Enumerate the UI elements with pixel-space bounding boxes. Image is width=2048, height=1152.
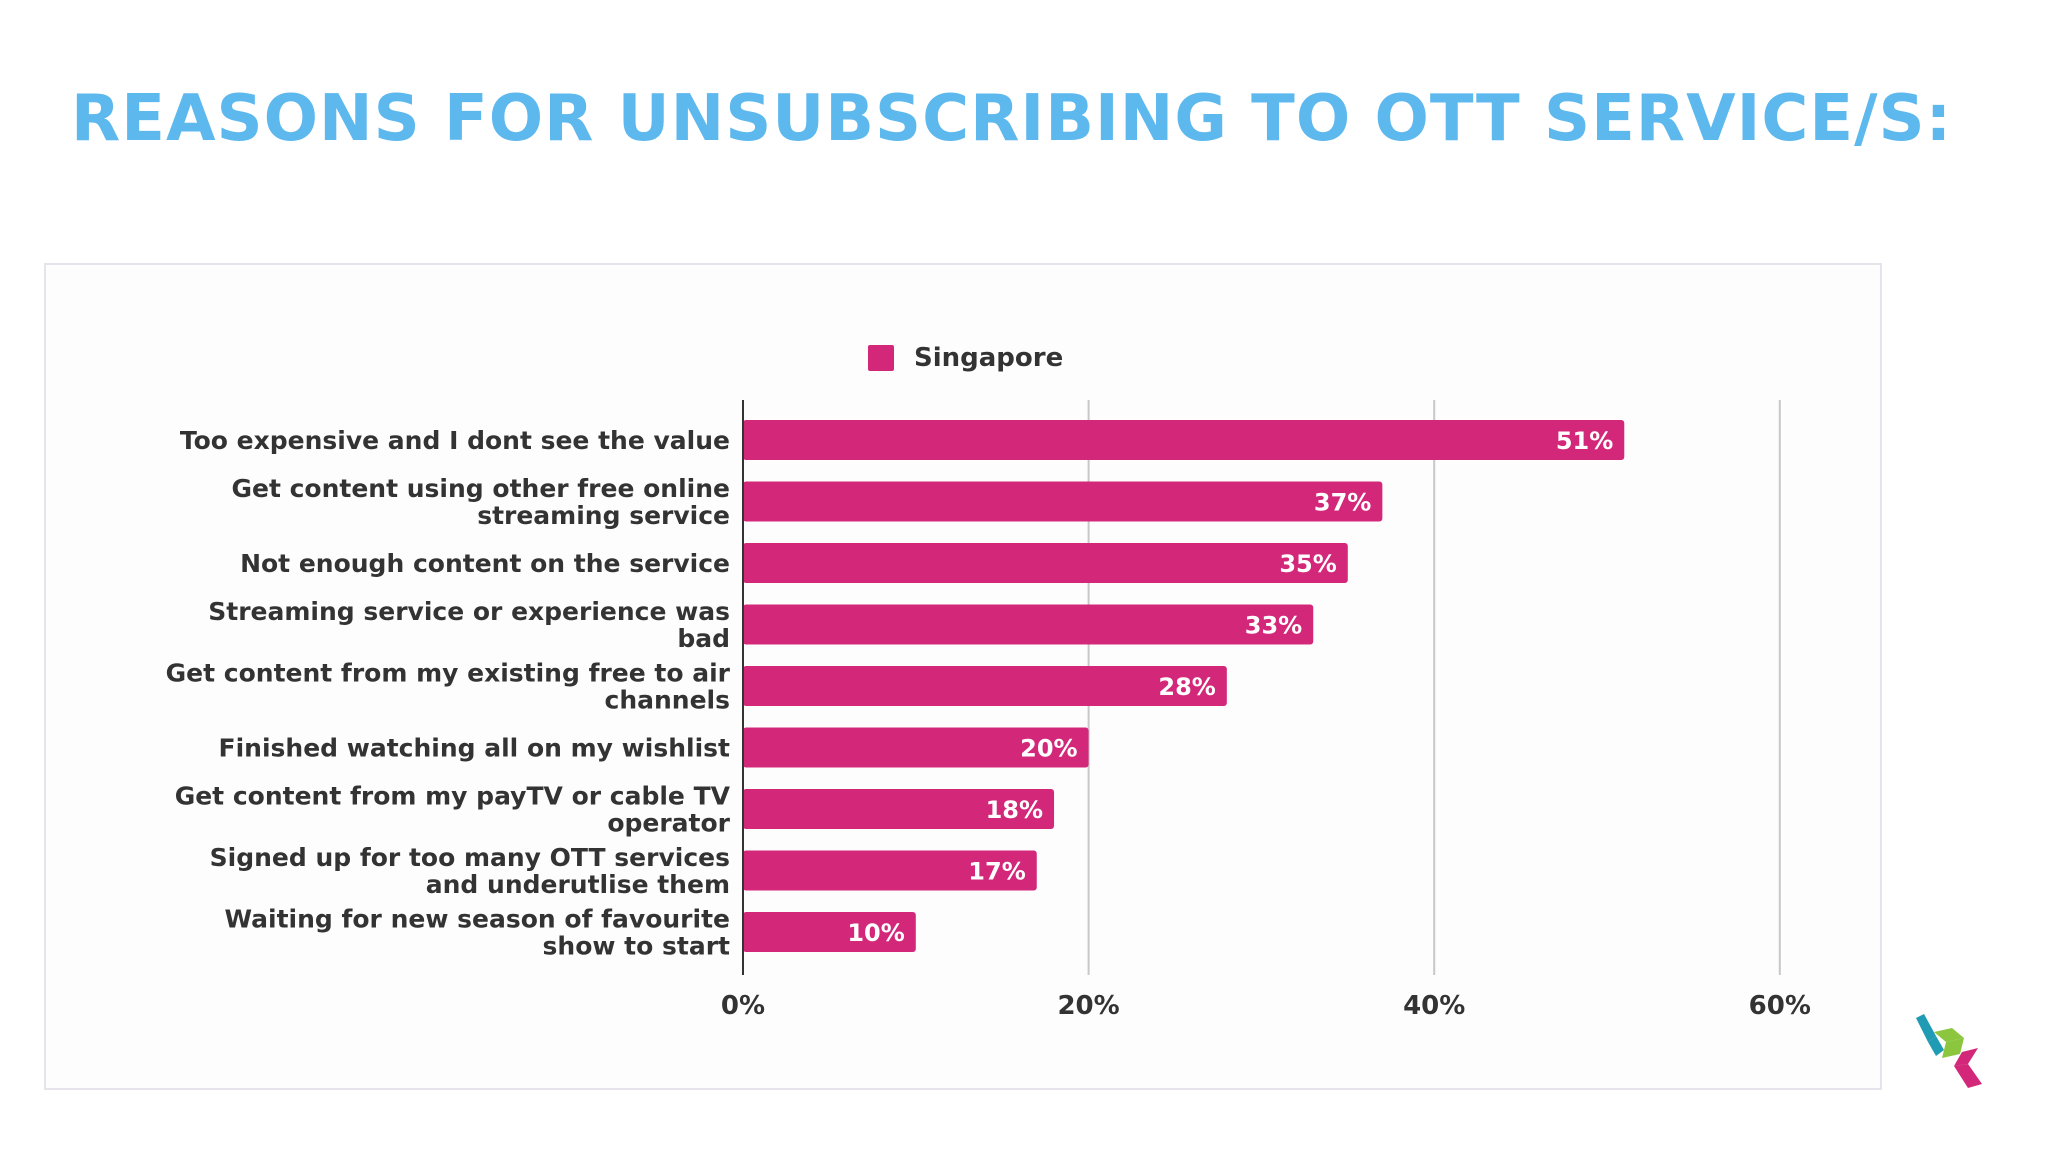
bar-data-label: 35%: [1279, 550, 1336, 578]
legend-label: Singapore: [914, 343, 1063, 373]
bar-data-label: 17%: [968, 858, 1025, 886]
logo-green-shape: [1934, 1028, 1964, 1042]
bar: [743, 789, 1055, 829]
legend-swatch: [868, 345, 894, 371]
category-label: Streaming service or experience was bad: [208, 597, 730, 653]
x-tick-label: 60%: [1749, 991, 1811, 1021]
bar: [743, 543, 1348, 583]
category-label: Waiting for new season of favourite show …: [224, 905, 730, 961]
logo-green-shape: [1942, 1038, 1964, 1058]
brand-logo-icon: [1916, 1014, 1982, 1088]
logo-teal-shape: [1928, 1036, 1944, 1056]
horizontal-bar-chart: 0% 20% 40% 60% Singapore 51% Too expensive and…: [166, 343, 1811, 1021]
category-label: Signed up for too many OTT services and u…: [210, 843, 730, 899]
category-label: Not enough content on the service: [240, 549, 730, 578]
bar-data-label: 10%: [847, 919, 904, 947]
bar-data-label: 28%: [1158, 673, 1215, 701]
bar-data-label: 20%: [1020, 735, 1077, 763]
bar: [743, 912, 916, 952]
x-tick-label: 40%: [1403, 991, 1465, 1021]
category-label: Finished watching all on my wishlist: [219, 734, 731, 763]
bar: [743, 727, 1089, 768]
bar: [743, 604, 1314, 645]
logo-teal-shape: [1916, 1014, 1936, 1042]
bar: [743, 850, 1037, 891]
bar: [743, 420, 1625, 460]
page-title: REASONS FOR UNSUBSCRIBING TO OTT SERVICE…: [71, 82, 1953, 156]
category-label: Get content using other free online strea…: [231, 474, 730, 530]
bar-data-label: 51%: [1556, 427, 1613, 455]
category-label: Get content from my payTV or cable TV ope…: [175, 782, 731, 838]
x-tick-label: 20%: [1057, 991, 1119, 1021]
logo-pink-shape: [1954, 1048, 1978, 1066]
category-label: Get content from my existing free to air…: [166, 659, 731, 715]
logo-pink-shape: [1954, 1064, 1982, 1088]
bar: [743, 481, 1383, 522]
chart-panel: 0% 20% 40% 60% Singapore 51% Too expensive and…: [44, 263, 1882, 1090]
bar: [743, 666, 1227, 706]
bar-data-label: 18%: [986, 796, 1043, 824]
category-label: Too expensive and I dont see the value: [180, 426, 730, 455]
x-tick-label: 0%: [721, 991, 765, 1021]
bar-data-label: 33%: [1245, 612, 1302, 640]
bar-data-label: 37%: [1314, 489, 1371, 517]
